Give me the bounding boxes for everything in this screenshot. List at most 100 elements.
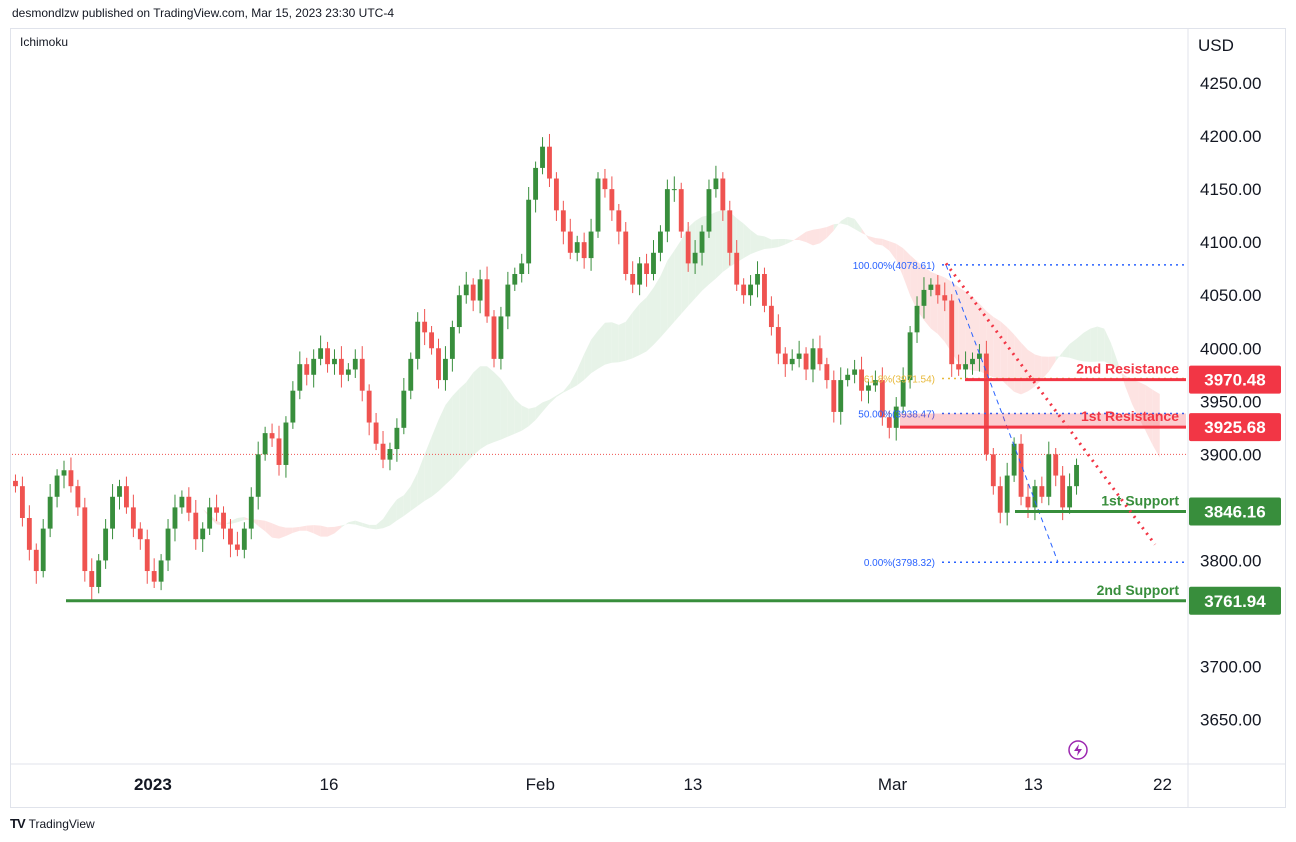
cloud-segment <box>140 486 148 503</box>
cloud-segment <box>618 321 626 363</box>
cloud-segment <box>1062 344 1070 358</box>
cloud-segment <box>348 520 356 525</box>
candles <box>13 133 1079 600</box>
cloud-segment <box>285 527 293 537</box>
candle-body <box>748 284 754 296</box>
footer[interactable]: TV TradingView <box>10 816 95 831</box>
cloud-segment <box>396 495 404 521</box>
cloud-segment <box>591 330 599 374</box>
tradingview-logo-icon: TV <box>10 816 26 831</box>
cloud-segment <box>743 223 751 259</box>
cloud-segment <box>535 402 543 420</box>
candle-body <box>456 295 462 328</box>
candle-body <box>338 358 344 375</box>
cloud-segment <box>1152 389 1160 458</box>
y-tick-label: 4150.00 <box>1200 180 1261 199</box>
cloud-segment <box>147 502 155 518</box>
candle-body <box>359 358 365 391</box>
cloud-segment <box>653 276 661 345</box>
candle-body <box>221 512 226 529</box>
candle-body <box>297 364 303 391</box>
cloud-segment <box>854 218 862 233</box>
indicator-label[interactable]: Ichimoku <box>20 35 69 49</box>
candle-body <box>443 358 448 381</box>
x-tick-label: 2023 <box>134 775 172 794</box>
cloud-segment <box>1034 354 1042 387</box>
candle-body <box>616 210 622 232</box>
candle-body <box>581 242 587 259</box>
candle-body <box>817 348 823 365</box>
candle-body <box>394 427 400 450</box>
cloud-segment <box>604 322 612 365</box>
lightning-icon <box>1068 740 1088 760</box>
candle-body <box>990 454 996 487</box>
cloud-segment <box>383 508 390 529</box>
candle-body <box>741 284 747 296</box>
candle-body <box>838 380 844 412</box>
x-tick-label: 13 <box>683 775 702 794</box>
candle-body <box>782 353 788 365</box>
cloud-segment <box>799 231 807 243</box>
candle-body <box>228 528 233 545</box>
candle-body <box>366 390 372 423</box>
cloud-segment <box>327 526 335 537</box>
fib-label: 61.8%(3971.54) <box>864 374 935 385</box>
chart-frame[interactable] <box>10 28 1286 808</box>
candle-body <box>595 178 601 232</box>
candle-body <box>970 358 975 365</box>
candle-body <box>26 518 32 550</box>
level-name: 2nd Support <box>1097 582 1180 598</box>
price-badge <box>1189 413 1281 442</box>
y-tick-label: 3700.00 <box>1200 658 1261 677</box>
candle-body <box>13 480 18 487</box>
candle-body <box>907 332 913 381</box>
candle-body <box>651 252 656 274</box>
candle-body <box>519 263 525 274</box>
y-tick-label: 4200.00 <box>1200 127 1261 146</box>
candle-body <box>720 178 726 211</box>
candle-body <box>463 284 469 296</box>
cloud-segment <box>389 499 397 526</box>
candle-body <box>533 167 539 200</box>
price-axis: 4250.00 4200.00 4150.00 4100.00 4050.00 4000.… <box>1200 74 1261 730</box>
cloud-segment <box>750 229 758 255</box>
candle-body <box>207 507 213 529</box>
cloud-segment <box>521 405 529 431</box>
candle-body <box>727 210 733 253</box>
candle-body <box>540 146 545 168</box>
cloud-segment <box>930 271 938 334</box>
candle-body <box>269 433 275 439</box>
cloud-segment <box>493 372 501 443</box>
price-badge-label: 3846.16 <box>1204 502 1265 521</box>
y-tick-label: 3800.00 <box>1200 551 1261 570</box>
candle-body <box>845 374 851 381</box>
candle-body <box>699 231 705 253</box>
price-badge-label: 3925.68 <box>1204 418 1265 437</box>
candle-body <box>165 528 171 561</box>
x-tick-label: 13 <box>1024 775 1043 794</box>
candle-body <box>560 210 566 232</box>
cloud-segment <box>903 248 911 296</box>
candle-body <box>68 470 74 487</box>
candle-body <box>408 358 414 391</box>
price-badge <box>1189 497 1281 526</box>
candle-body <box>789 358 795 365</box>
cloud-segment <box>1007 327 1015 392</box>
candle-body <box>547 146 552 179</box>
downtrend-line <box>944 262 1157 546</box>
candle-body <box>983 353 989 455</box>
candle-body <box>429 332 434 349</box>
cloud-segment <box>258 519 266 532</box>
candle-body <box>124 486 129 508</box>
cloud-segment <box>279 526 286 539</box>
price-badge <box>1189 586 1281 615</box>
cloud-segment <box>237 516 245 523</box>
cloud-segment <box>923 266 931 329</box>
candle-body <box>505 284 511 317</box>
candle-body <box>949 300 955 365</box>
cloud-segment <box>611 322 619 363</box>
cloud-segment <box>889 241 897 261</box>
price-badge-label: 3761.94 <box>1204 592 1266 611</box>
y-tick-label: 4250.00 <box>1200 74 1261 93</box>
